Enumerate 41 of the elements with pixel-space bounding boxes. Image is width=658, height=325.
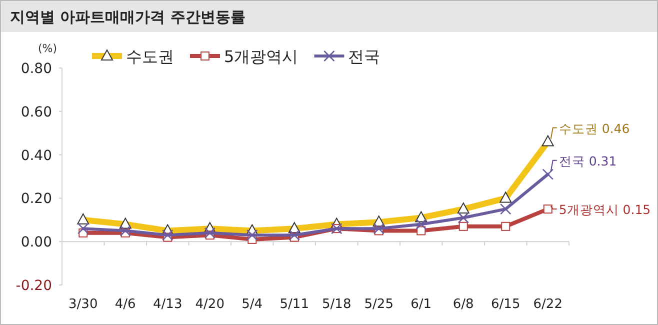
x-tick-label: 5/25 bbox=[364, 297, 394, 312]
x-tick-label: 6/1 bbox=[410, 297, 432, 312]
x-tick-label: 6/8 bbox=[452, 297, 474, 312]
x-tick-label: 6/15 bbox=[491, 297, 520, 312]
point bbox=[542, 168, 554, 180]
point bbox=[77, 222, 89, 234]
point bbox=[288, 229, 300, 241]
point bbox=[543, 204, 552, 214]
point bbox=[501, 222, 510, 231]
point bbox=[373, 222, 385, 234]
point bbox=[458, 212, 470, 224]
point bbox=[458, 222, 468, 231]
point bbox=[120, 225, 132, 236]
point bbox=[204, 227, 216, 239]
annotation: 5개광역시 0.15 bbox=[558, 202, 651, 218]
x-tick-label: 4/13 bbox=[153, 297, 182, 312]
x-tick-label: 5/4 bbox=[242, 297, 263, 312]
legend-label: 전국 bbox=[348, 47, 380, 66]
y-tick-label: 0.40 bbox=[20, 148, 52, 164]
y-tick-label: -0.20 bbox=[16, 278, 52, 294]
point bbox=[416, 226, 426, 236]
x-tick-label: 6/22 bbox=[533, 297, 562, 312]
point bbox=[162, 229, 174, 241]
annotation: 수도권 0.46 bbox=[558, 120, 630, 136]
y-tick-label: 0.60 bbox=[20, 104, 52, 120]
legend-label: 5개광역시 bbox=[224, 47, 298, 66]
chart-title: 지역별 아파트매매가격 주간변동률 bbox=[10, 8, 246, 26]
point bbox=[500, 203, 512, 215]
y-tick-label: 0.20 bbox=[20, 191, 52, 208]
x-tick-label: 4/20 bbox=[195, 297, 224, 312]
x-tick-label: 5/11 bbox=[280, 297, 309, 312]
point bbox=[415, 218, 427, 230]
legend-label: 수도권 bbox=[126, 47, 174, 66]
x-tick-label: 3/30 bbox=[68, 297, 98, 312]
y-tick-label: 0.00 bbox=[20, 234, 52, 251]
y-tick-label: 0.80 bbox=[20, 61, 52, 77]
annotation: 전국 0.31 bbox=[558, 153, 617, 168]
x-tick-label: 4/6 bbox=[114, 297, 136, 312]
point bbox=[246, 229, 258, 241]
y-axis-title: (%) bbox=[38, 42, 58, 55]
x-tick-label: 5/18 bbox=[322, 297, 352, 312]
